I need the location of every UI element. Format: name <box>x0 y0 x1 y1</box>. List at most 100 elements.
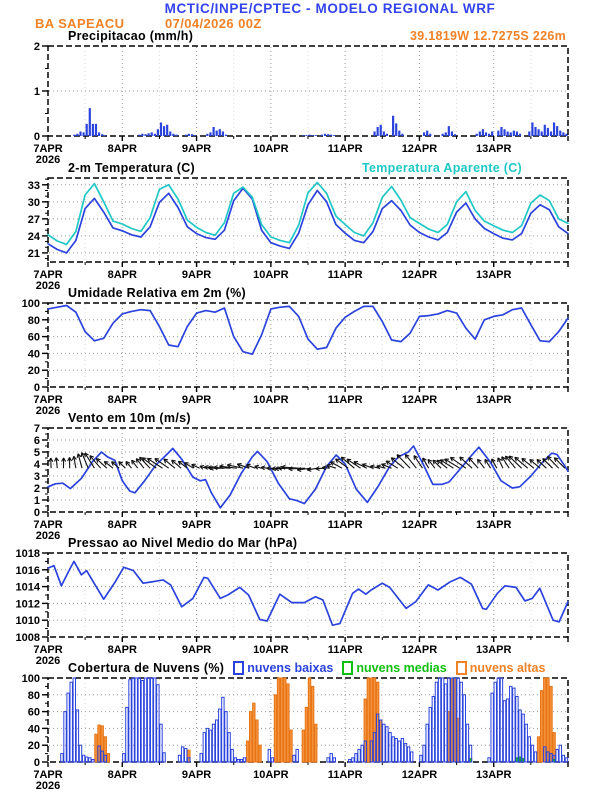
svg-text:13APR: 13APR <box>476 269 512 281</box>
svg-text:1012: 1012 <box>16 598 40 610</box>
legend-item-nuvens-medias: nuvens medias <box>342 661 447 675</box>
svg-text:9APR: 9APR <box>182 269 211 281</box>
nuvens-medias-swatch-icon <box>342 661 354 675</box>
svg-text:7APR: 7APR <box>33 394 62 406</box>
temperatura-aparente-legend: Temperatura Aparente (C) <box>362 161 523 175</box>
svg-text:7APR: 7APR <box>33 143 62 155</box>
svg-text:0: 0 <box>34 507 40 519</box>
svg-text:7APR: 7APR <box>33 769 62 781</box>
svg-text:12APR: 12APR <box>402 394 438 406</box>
svg-text:6: 6 <box>34 435 40 447</box>
page-title: MCTIC/INPE/CPTEC - MODELO REGIONAL WRF <box>164 1 496 16</box>
svg-text:80: 80 <box>28 690 40 702</box>
svg-text:11APR: 11APR <box>328 519 363 531</box>
svg-text:1010: 1010 <box>16 615 40 627</box>
svg-text:10APR: 10APR <box>253 143 289 155</box>
svg-text:27: 27 <box>28 214 40 226</box>
location-coordinates-label: 39.1819W 12.7275S 226m <box>409 29 566 43</box>
svg-text:1018: 1018 <box>16 548 40 560</box>
panel-title-umidade: Umidade Relativa em 2m (%) <box>68 286 246 300</box>
svg-text:1: 1 <box>34 495 40 507</box>
legend-item-nuvens-altas: nuvens altas <box>455 661 546 675</box>
svg-text:13APR: 13APR <box>476 769 512 781</box>
panel-title-vento: Vento em 10m (m/s) <box>68 411 191 425</box>
svg-text:20: 20 <box>28 740 40 752</box>
svg-text:9APR: 9APR <box>182 644 211 656</box>
svg-text:11APR: 11APR <box>328 394 363 406</box>
svg-text:11APR: 11APR <box>328 644 363 656</box>
svg-text:13APR: 13APR <box>476 644 512 656</box>
svg-text:100: 100 <box>22 673 40 685</box>
svg-text:40: 40 <box>28 348 40 360</box>
svg-text:1008: 1008 <box>16 632 40 644</box>
svg-text:13APR: 13APR <box>476 394 512 406</box>
svg-text:9APR: 9APR <box>182 143 211 155</box>
svg-text:60: 60 <box>28 707 40 719</box>
svg-text:10APR: 10APR <box>253 394 289 406</box>
svg-text:2026: 2026 <box>36 530 60 542</box>
panel-title-precipitacao: Precipitacao (mm/h) <box>68 29 194 43</box>
station-label: BA SAPEACU <box>35 16 125 31</box>
svg-text:2: 2 <box>34 41 40 53</box>
svg-text:100: 100 <box>22 298 40 310</box>
panel-title-temperatura: 2-m Temperatura (C) <box>68 161 196 175</box>
svg-text:12APR: 12APR <box>402 644 438 656</box>
svg-text:5: 5 <box>34 447 40 459</box>
svg-text:11APR: 11APR <box>328 143 363 155</box>
svg-text:7APR: 7APR <box>33 269 62 281</box>
svg-text:12APR: 12APR <box>402 769 438 781</box>
svg-text:1016: 1016 <box>16 565 40 577</box>
nuvens-baixas-swatch-icon <box>233 661 245 675</box>
svg-text:0: 0 <box>34 382 40 394</box>
svg-text:2026: 2026 <box>36 405 60 417</box>
svg-text:0: 0 <box>34 131 40 143</box>
nuvens-altas-swatch-icon <box>455 661 467 675</box>
svg-text:30: 30 <box>28 197 40 209</box>
svg-text:8APR: 8APR <box>108 394 137 406</box>
svg-text:40: 40 <box>28 723 40 735</box>
svg-text:24: 24 <box>28 231 41 243</box>
svg-text:9APR: 9APR <box>182 519 211 531</box>
svg-text:9APR: 9APR <box>182 394 211 406</box>
svg-text:7: 7 <box>34 423 40 435</box>
legend-label-nuvens-altas: nuvens altas <box>469 661 546 675</box>
svg-text:2026: 2026 <box>36 655 60 667</box>
model-run-datetime: 07/04/2026 00Z <box>165 16 262 31</box>
svg-text:2026: 2026 <box>36 154 60 166</box>
svg-text:33: 33 <box>28 180 40 192</box>
legend-label-nuvens-baixas: nuvens baixas <box>247 661 334 675</box>
panel-title-pressao: Pressao ao Nivel Medio do Mar (hPa) <box>68 536 298 550</box>
svg-text:8APR: 8APR <box>108 519 137 531</box>
svg-text:10APR: 10APR <box>253 769 289 781</box>
svg-text:2026: 2026 <box>36 780 60 792</box>
svg-text:2: 2 <box>34 483 40 495</box>
svg-text:7APR: 7APR <box>33 644 62 656</box>
svg-text:10APR: 10APR <box>253 519 289 531</box>
svg-text:2026: 2026 <box>36 280 60 292</box>
svg-text:4: 4 <box>34 459 41 471</box>
svg-text:11APR: 11APR <box>328 769 363 781</box>
svg-text:0: 0 <box>34 757 40 769</box>
svg-text:12APR: 12APR <box>402 519 438 531</box>
svg-text:9APR: 9APR <box>182 769 211 781</box>
svg-text:1: 1 <box>34 86 40 98</box>
svg-text:10APR: 10APR <box>253 644 289 656</box>
svg-text:8APR: 8APR <box>108 269 137 281</box>
legend-item-nuvens-baixas: nuvens baixas <box>233 661 333 675</box>
svg-text:13APR: 13APR <box>476 143 512 155</box>
svg-text:8APR: 8APR <box>108 769 137 781</box>
svg-text:8APR: 8APR <box>108 143 137 155</box>
cloud-cover-legend: Cobertura de Nuvens (%) nuvens baixas nu… <box>68 661 545 675</box>
svg-text:10APR: 10APR <box>253 269 289 281</box>
legend-label-nuvens-medias: nuvens medias <box>356 661 447 675</box>
svg-text:13APR: 13APR <box>476 519 512 531</box>
panel-title-nuvens: Cobertura de Nuvens (%) <box>68 661 225 675</box>
svg-text:1014: 1014 <box>16 582 41 594</box>
svg-text:11APR: 11APR <box>328 269 363 281</box>
svg-text:60: 60 <box>28 332 40 344</box>
svg-text:8APR: 8APR <box>108 644 137 656</box>
svg-text:80: 80 <box>28 315 40 327</box>
svg-text:7APR: 7APR <box>33 519 62 531</box>
